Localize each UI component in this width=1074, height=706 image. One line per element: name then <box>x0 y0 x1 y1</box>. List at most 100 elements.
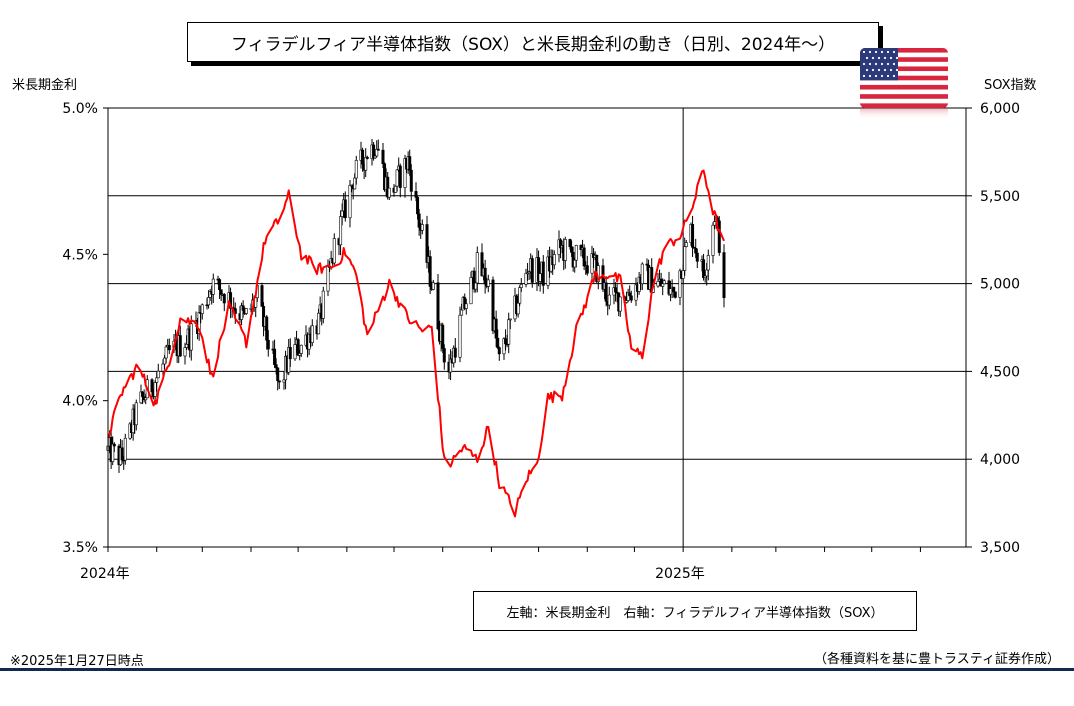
sox-candle-body <box>469 277 473 305</box>
chart-title: フィラデルフィア半導体指数（SOX）と米長期金利の動き（日別、2024年～） <box>187 22 879 62</box>
sox-candle-body <box>441 324 445 349</box>
sox-candle-body <box>516 302 520 315</box>
sox-candle <box>265 315 269 350</box>
sox-candle <box>183 342 187 365</box>
sox-candle-body <box>431 282 435 290</box>
sox-candle-body <box>607 294 611 306</box>
sox-candle <box>519 278 523 293</box>
sox-candle <box>150 378 154 399</box>
sox-candle-body <box>141 391 145 398</box>
sox-candle-body <box>711 224 715 256</box>
sox-candle <box>695 248 699 269</box>
flag-star <box>892 62 896 66</box>
sox-candle-body <box>538 273 542 282</box>
sox-candle <box>722 244 726 308</box>
sox-candle <box>134 399 138 431</box>
flag-star <box>883 68 887 72</box>
sox-candle-body <box>266 339 270 350</box>
sox-candle <box>218 278 222 300</box>
sox-candle <box>458 306 462 363</box>
flag-stripe <box>860 103 948 108</box>
sox-candle-body <box>189 323 193 351</box>
sox-candle <box>656 273 660 288</box>
us-flag-icon <box>860 48 948 119</box>
sox-candle <box>590 245 594 279</box>
sox-candle-body <box>276 367 280 382</box>
sox-candle <box>453 338 457 363</box>
sox-candle <box>662 279 666 285</box>
sox-candle <box>425 215 429 269</box>
flag-stripe <box>860 57 948 63</box>
sox-candle <box>661 278 665 296</box>
sox-candle-body <box>219 289 223 295</box>
sox-candle <box>640 262 644 291</box>
sox-candle-body <box>417 213 421 228</box>
sox-candle <box>219 289 223 301</box>
sox-candle <box>516 293 520 318</box>
sox-candle <box>200 303 204 320</box>
sox-candle-body <box>364 156 368 171</box>
left-axis-tick-label: 4.5% <box>62 247 98 263</box>
flag-star <box>889 56 893 60</box>
sox-candle-body <box>265 316 269 341</box>
sox-candle-body <box>321 290 325 319</box>
sox-candle-body <box>552 254 556 266</box>
sox-candle <box>394 185 398 193</box>
sox-candle-body <box>661 283 665 287</box>
sox-candle-body <box>524 272 528 285</box>
sox-candle-body <box>241 305 245 311</box>
sox-candle <box>178 325 182 357</box>
sox-candle-body <box>702 259 706 278</box>
sox-candle-body <box>376 148 380 151</box>
flag-star <box>865 56 869 60</box>
sox-candle-body <box>585 265 589 274</box>
flag-star <box>895 68 899 72</box>
sox-candle <box>420 219 424 235</box>
sox-candle-body <box>164 346 168 359</box>
right-axis-tick-label: 3,500 <box>980 540 1020 556</box>
sox-candle-body <box>260 285 264 307</box>
sox-candle-body <box>120 447 124 461</box>
sox-candle <box>486 274 490 293</box>
sox-candle-body <box>491 279 495 332</box>
flag-star <box>868 50 872 54</box>
sox-candle <box>274 358 278 375</box>
sox-candle <box>321 286 325 324</box>
sox-candle-body <box>200 304 204 314</box>
sox-candle <box>386 172 390 200</box>
sox-candle-body <box>453 347 457 358</box>
legend: 左軸：米長期金利 右軸：フィラデルフィア半導体指数（SOX） <box>473 591 917 631</box>
sox-candle <box>629 290 633 303</box>
flag-star <box>874 62 878 66</box>
sox-candle-body <box>408 156 412 171</box>
sox-candle <box>310 319 314 347</box>
sox-candle <box>112 442 116 453</box>
sox-candle-body <box>713 221 717 226</box>
x-tick-label-2024: 2024年 <box>80 566 130 582</box>
left-axis-tick-label: 3.5% <box>62 540 98 556</box>
sox-candle <box>442 344 446 370</box>
sox-candle-body <box>340 210 344 217</box>
sox-candle-body <box>541 261 545 286</box>
sox-candle <box>530 255 534 288</box>
sox-candle-body <box>442 348 446 363</box>
sox-candle-body <box>381 149 385 165</box>
sox-candle <box>332 233 336 267</box>
flag-stripe <box>860 84 948 90</box>
flag-star <box>883 56 887 60</box>
flag-star <box>880 74 884 78</box>
left-axis-tick-label: 5.0% <box>62 101 98 117</box>
sox-candle <box>354 155 358 185</box>
sox-candle-body <box>573 259 577 268</box>
sox-candle <box>607 286 611 310</box>
sox-candle-body <box>153 382 157 397</box>
sox-candle-body <box>464 303 468 309</box>
sox-candle-body <box>274 364 278 369</box>
sox-candle-body <box>518 287 522 304</box>
sox-candle <box>717 216 721 256</box>
sox-candle <box>365 155 369 160</box>
sox-candle-body <box>486 279 490 287</box>
sox-candle <box>417 208 421 236</box>
sox-candle <box>277 380 281 389</box>
